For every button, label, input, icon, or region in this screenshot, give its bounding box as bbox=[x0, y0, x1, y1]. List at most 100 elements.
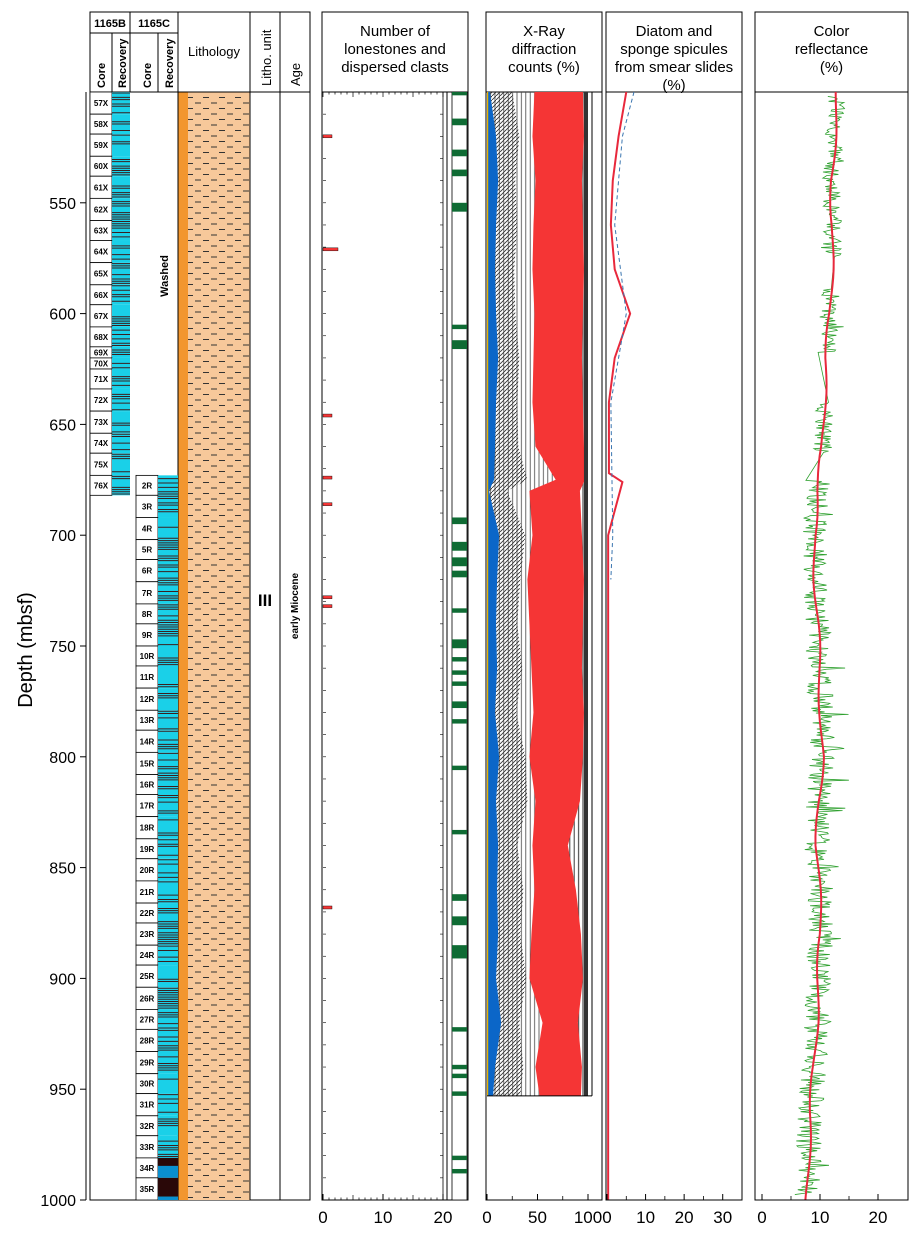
green-marker bbox=[452, 1064, 467, 1070]
core-label: 60X bbox=[94, 162, 109, 171]
clast-bar bbox=[322, 604, 333, 608]
xrd-dark-edge bbox=[583, 92, 588, 1096]
panel-title-line: diffraction bbox=[512, 41, 577, 58]
green-marker bbox=[452, 608, 467, 613]
core-label: 7R bbox=[142, 589, 152, 598]
cores-1165c: 2R 3R 4R 5R 6R 7R 8R 9R 10R 11R 12R 13R 14R 15R 16R 17R… bbox=[135, 474, 178, 1201]
washed-label: Washed bbox=[159, 255, 171, 297]
core-label: 64X bbox=[94, 248, 109, 257]
xrd-red-area bbox=[527, 92, 585, 1096]
green-marker bbox=[452, 202, 467, 212]
depth-tick-label: 900 bbox=[49, 971, 76, 988]
recovery-bar bbox=[158, 710, 178, 731]
clast-bar bbox=[322, 475, 333, 480]
depth-tick-label: 600 bbox=[49, 307, 76, 324]
clast-bar bbox=[322, 595, 333, 599]
recovery-bar bbox=[112, 475, 130, 496]
depth-tick-label: 700 bbox=[49, 528, 76, 545]
litho-unit-header: Litho. unit bbox=[259, 29, 274, 86]
xrd-right-hatch bbox=[567, 92, 588, 1096]
core-label: 63X bbox=[94, 227, 109, 236]
green-marker bbox=[452, 719, 467, 724]
green-marker bbox=[452, 1073, 467, 1079]
green-marker bbox=[452, 639, 467, 649]
panel-title-line: dispersed clasts bbox=[341, 59, 449, 76]
panel-title-line: Color bbox=[814, 23, 850, 40]
core-label: 29R bbox=[140, 1059, 155, 1068]
depth-tick-label: 950 bbox=[49, 1082, 76, 1099]
core-label: 15R bbox=[140, 759, 155, 768]
green-marker bbox=[452, 92, 467, 96]
core-label: 10R bbox=[140, 652, 155, 661]
panel-title-line: Number of bbox=[360, 23, 431, 40]
core-label: 35R bbox=[140, 1185, 155, 1194]
green-marker bbox=[452, 1168, 467, 1174]
x-tick-label: 50 bbox=[528, 1208, 547, 1227]
panel-frame bbox=[605, 11, 743, 1201]
recovery-bar bbox=[112, 411, 130, 434]
core-label: 28R bbox=[140, 1036, 155, 1045]
diatom-line bbox=[607, 91, 632, 1200]
green-marker bbox=[452, 517, 467, 525]
x-tick-label: 100 bbox=[574, 1208, 602, 1227]
depth-axis-ticks: 550 600 650 700 750 800 850 900 950 1000 bbox=[40, 92, 87, 1210]
core-label: 73X bbox=[94, 418, 109, 427]
core-label: 58X bbox=[94, 120, 109, 129]
depth-axis-label: Depth (mbsf) bbox=[15, 592, 37, 708]
core-label: 65X bbox=[94, 270, 109, 279]
clast-bar bbox=[322, 502, 333, 506]
core-label: 62X bbox=[94, 205, 109, 214]
depth-tick-label: 800 bbox=[49, 750, 76, 767]
cores-1165b: 57X 58X 59X 60X 61X 62X 63X 64X 65X 66X 67X 68X 69X 7… bbox=[89, 91, 130, 496]
hole-1165b-label: 1165B bbox=[94, 18, 126, 30]
recovery-header-c: Recovery bbox=[164, 38, 176, 88]
recovery-bar bbox=[158, 945, 178, 966]
depth-tick-label: 650 bbox=[49, 417, 76, 434]
core-label: 17R bbox=[140, 802, 155, 811]
core-label: 59X bbox=[94, 141, 109, 150]
depth-tick-label: 550 bbox=[49, 196, 76, 213]
spicule-line bbox=[610, 91, 635, 580]
depth-axis: Depth (mbsf) 550 600 650 700 750 800 850 900 950… bbox=[15, 92, 87, 1210]
recovery-bar bbox=[158, 665, 178, 689]
clast-bar bbox=[322, 905, 333, 910]
green-marker bbox=[452, 681, 467, 686]
core-label: 25R bbox=[140, 972, 155, 981]
x-tick-label: 20 bbox=[869, 1208, 888, 1227]
x-tick-label: 0 bbox=[602, 1208, 611, 1227]
core-label: 2R bbox=[142, 481, 152, 490]
reflectance-raw-line bbox=[794, 96, 849, 1195]
x-tick-label: 30 bbox=[713, 1208, 732, 1227]
x-tick-label: 0 bbox=[482, 1208, 491, 1227]
core-label: 8R bbox=[142, 610, 152, 619]
green-marker bbox=[452, 916, 467, 926]
core-label: 27R bbox=[140, 1015, 155, 1024]
x-tick-label: 20 bbox=[675, 1208, 694, 1227]
age-header: Age bbox=[288, 63, 303, 86]
xrd-gold-area bbox=[487, 92, 489, 1096]
core-label: 31R bbox=[140, 1101, 155, 1110]
core-label: 9R bbox=[142, 631, 152, 640]
x-tick-label: 10 bbox=[811, 1208, 830, 1227]
core-label: 21R bbox=[140, 888, 155, 897]
green-marker bbox=[452, 657, 467, 662]
litho-unit-value: III bbox=[258, 591, 272, 610]
core-label: 72X bbox=[94, 396, 109, 405]
recovery-bar bbox=[158, 646, 178, 666]
green-marker bbox=[452, 1027, 467, 1032]
core-label: 71X bbox=[94, 375, 109, 384]
core-label: 26R bbox=[140, 994, 155, 1003]
recovery-bar bbox=[158, 688, 178, 711]
core-label: 19R bbox=[140, 845, 155, 854]
reflectance-smooth-line bbox=[804, 91, 838, 1201]
core-label: 32R bbox=[140, 1122, 155, 1131]
core-label: 6R bbox=[142, 567, 152, 576]
hole-1165c-label: 1165C bbox=[138, 18, 170, 30]
core-header-c: Core bbox=[142, 63, 154, 88]
recovery-dark bbox=[158, 1157, 178, 1166]
core-label: 68X bbox=[94, 333, 109, 342]
